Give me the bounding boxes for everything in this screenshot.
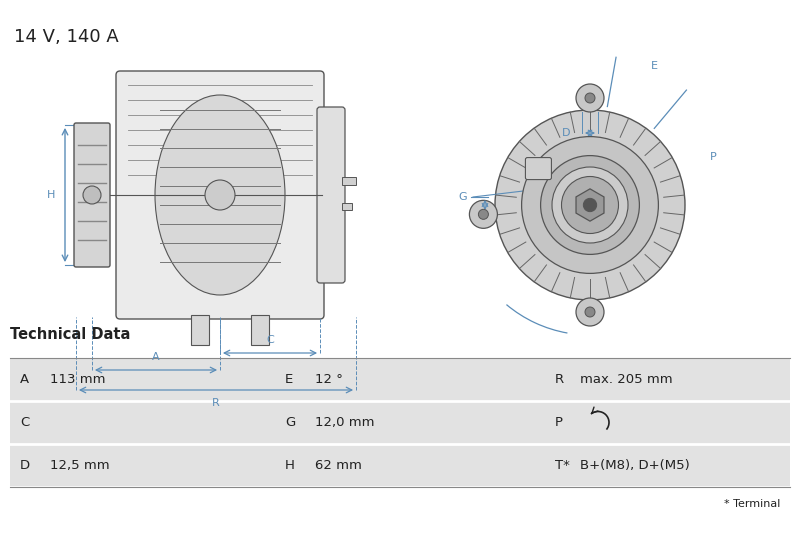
- Bar: [10, 401, 790, 444]
- Text: D: D: [20, 459, 30, 472]
- Text: G: G: [458, 192, 467, 202]
- Ellipse shape: [155, 95, 285, 295]
- Text: R: R: [555, 373, 564, 386]
- Text: E: E: [651, 61, 658, 71]
- Circle shape: [583, 198, 597, 212]
- Text: 12 °: 12 °: [315, 373, 343, 386]
- Circle shape: [576, 84, 604, 112]
- Text: H: H: [285, 459, 295, 472]
- Text: max. 205 mm: max. 205 mm: [580, 373, 673, 386]
- Text: * Terminal: * Terminal: [724, 499, 780, 509]
- Text: C: C: [266, 335, 274, 345]
- Text: R: R: [212, 398, 220, 408]
- Circle shape: [541, 156, 639, 254]
- Bar: [10, 444, 790, 487]
- Circle shape: [576, 298, 604, 326]
- Bar: [342, 177, 356, 185]
- Bar: [191, 315, 209, 345]
- Text: G: G: [285, 416, 295, 429]
- Text: A: A: [20, 373, 29, 386]
- Circle shape: [522, 136, 658, 273]
- Circle shape: [562, 176, 618, 233]
- Text: E: E: [285, 373, 294, 386]
- Text: 113 mm: 113 mm: [50, 373, 106, 386]
- Text: H: H: [46, 190, 55, 200]
- Circle shape: [470, 200, 498, 228]
- Bar: [251, 315, 269, 345]
- FancyBboxPatch shape: [317, 107, 345, 283]
- Text: P: P: [710, 152, 717, 162]
- Circle shape: [552, 167, 628, 243]
- Text: 62 mm: 62 mm: [315, 459, 362, 472]
- FancyBboxPatch shape: [526, 158, 551, 180]
- Bar: [10, 358, 790, 401]
- Text: 14 V, 140 A: 14 V, 140 A: [14, 28, 118, 46]
- Polygon shape: [576, 189, 604, 221]
- Circle shape: [585, 307, 595, 317]
- Circle shape: [495, 110, 685, 300]
- Ellipse shape: [205, 180, 235, 210]
- FancyBboxPatch shape: [116, 71, 324, 319]
- Text: T*: T*: [555, 459, 570, 472]
- Text: D: D: [562, 128, 570, 138]
- FancyBboxPatch shape: [74, 123, 110, 267]
- Text: 12,0 mm: 12,0 mm: [315, 416, 374, 429]
- Bar: [342, 203, 352, 210]
- Text: C: C: [20, 416, 30, 429]
- Circle shape: [585, 93, 595, 103]
- Text: P: P: [555, 416, 563, 429]
- Text: 12,5 mm: 12,5 mm: [50, 459, 110, 472]
- Text: Technical Data: Technical Data: [10, 327, 130, 342]
- Circle shape: [478, 209, 489, 219]
- Ellipse shape: [83, 186, 101, 204]
- Text: A: A: [152, 352, 160, 362]
- Text: B+(M8), D+(M5): B+(M8), D+(M5): [580, 459, 690, 472]
